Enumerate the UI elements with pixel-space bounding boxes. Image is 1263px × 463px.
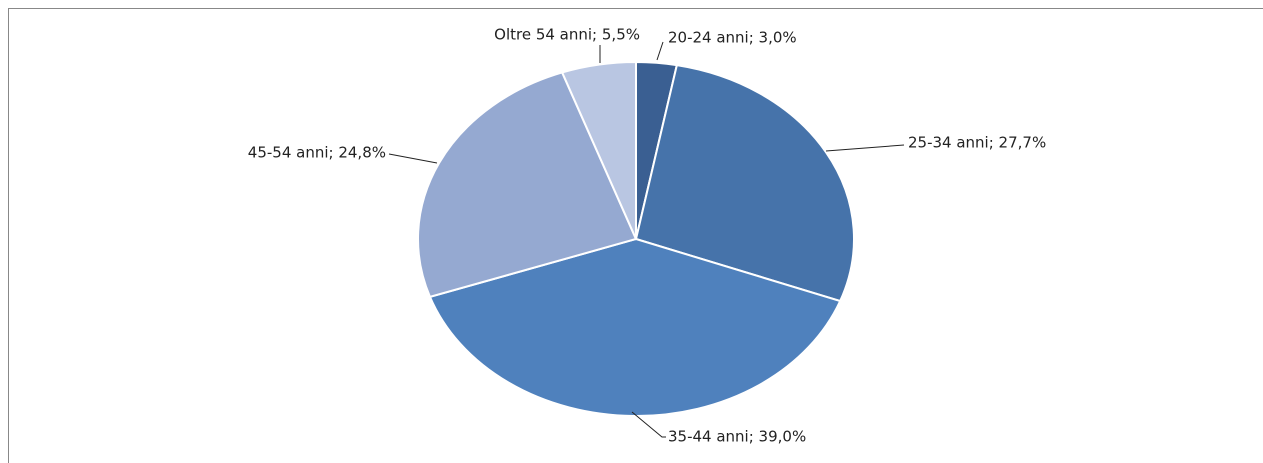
leader-line (825, 144, 905, 152)
chart-frame (8, 8, 1263, 463)
data-label: 45-54 anni; 24,8% (248, 144, 386, 162)
leader-line (388, 153, 438, 164)
data-label: 25-34 anni; 27,7% (908, 134, 1046, 152)
leader-line (631, 411, 666, 438)
leader-line (656, 41, 664, 61)
data-label: Oltre 54 anni; 5,5% (494, 26, 640, 44)
pie-slice (560, 60, 637, 240)
pie-slice (428, 237, 842, 417)
pie-slice (417, 71, 638, 299)
data-label: 20-24 anni; 3,0% (668, 29, 797, 47)
pie-slice (634, 64, 855, 303)
data-label: 35-44 anni; 39,0% (668, 428, 806, 446)
